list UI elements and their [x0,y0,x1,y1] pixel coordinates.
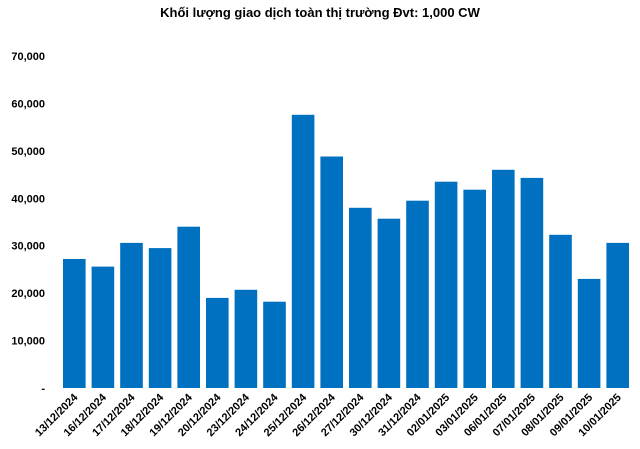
bar-31/12/2024 [406,200,429,388]
bar-07/01/2025 [520,177,544,388]
bar-23/12/2024 [234,289,258,388]
y-tick-label: 10,000 [11,336,45,348]
bar-26/12/2024 [320,156,343,388]
bar-20/12/2024 [206,297,229,388]
bar-25/12/2024 [291,114,315,389]
y-tick-label: 40,000 [11,193,45,205]
y-tick-label: 60,000 [11,98,45,110]
bar-19/12/2024 [177,226,200,388]
bar-27/12/2024 [349,207,372,388]
bar-06/01/2025 [492,169,515,388]
bar-24/12/2024 [263,301,286,388]
y-tick-label: 30,000 [11,241,45,253]
bar-30/12/2024 [377,218,401,388]
y-tick-label: - [41,383,45,395]
bar-17/12/2024 [120,242,143,388]
bar-10/01/2025 [606,242,629,388]
y-tick-label: 70,000 [11,51,45,63]
bar-03/01/2025 [463,189,486,388]
bar-02/01/2025 [434,181,458,388]
chart-title: Khối lượng giao dịch toàn thị trường Đvt… [160,5,480,20]
bar-13/12/2024 [63,259,86,388]
y-tick-label: 20,000 [11,288,45,300]
bar-16/12/2024 [91,266,115,388]
bar-18/12/2024 [148,248,172,388]
bar-08/01/2025 [549,234,572,388]
bar-09/01/2025 [577,278,601,388]
y-tick-label: 50,000 [11,146,45,158]
